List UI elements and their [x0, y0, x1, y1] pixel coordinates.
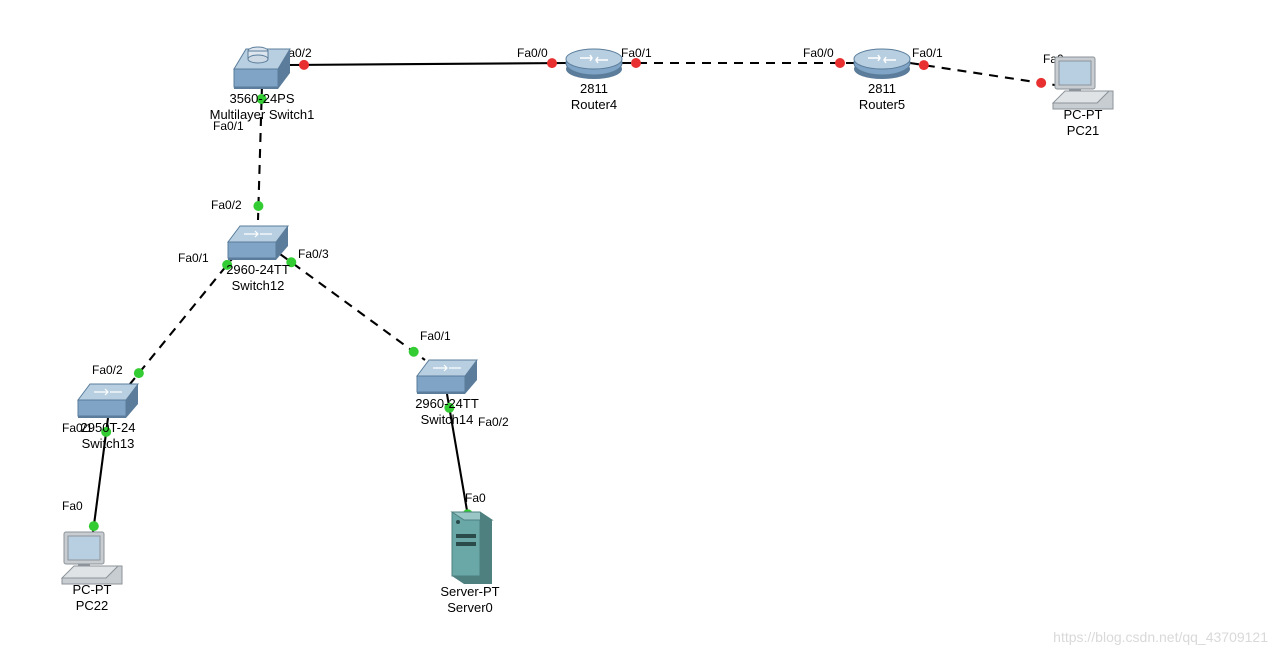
- l3switch-icon[interactable]: [234, 47, 290, 89]
- device-label: Switch14: [421, 412, 474, 427]
- port-label: Fa0/2: [211, 198, 242, 212]
- switch-icon[interactable]: [417, 360, 477, 394]
- status-dot: [835, 58, 845, 68]
- router-icon[interactable]: [854, 49, 910, 79]
- watermark: https://blog.csdn.net/qq_43709121: [1053, 629, 1268, 645]
- status-dot: [1036, 78, 1046, 88]
- device-label: 2960-24TT: [415, 396, 479, 411]
- device-label: 3560-24PS: [229, 91, 294, 106]
- device-label: PC-PT: [73, 582, 112, 597]
- port-label: Fa0/2: [478, 415, 509, 429]
- device-label: 2950T-24: [81, 420, 136, 435]
- device-label: Router5: [859, 97, 905, 112]
- device-label: Server0: [447, 600, 493, 615]
- port-label: Fa0/2: [92, 363, 123, 377]
- device-label: 2811: [868, 81, 896, 96]
- status-dot: [547, 58, 557, 68]
- port-label: Fa0: [62, 499, 83, 513]
- device-label: Multilayer Switch1: [210, 107, 315, 122]
- device-label: Switch12: [232, 278, 285, 293]
- device-label: 2811: [580, 81, 608, 96]
- status-dot: [253, 201, 263, 211]
- device-label: PC22: [76, 598, 109, 613]
- pc-icon[interactable]: [1053, 57, 1113, 109]
- device-label: Router4: [571, 97, 617, 112]
- link-switch1-router4[interactable]: [290, 63, 566, 65]
- device-label: PC-PT: [1064, 107, 1103, 122]
- link-switch12-switch13[interactable]: [130, 254, 236, 384]
- router-icon[interactable]: [566, 49, 622, 79]
- port-label: Fa0/1: [621, 46, 652, 60]
- status-dot: [919, 60, 929, 70]
- port-label: Fa0/3: [298, 247, 329, 261]
- server-icon[interactable]: [452, 512, 492, 584]
- port-label: Fa0/1: [912, 46, 943, 60]
- device-label: PC21: [1067, 123, 1100, 138]
- pc-icon[interactable]: [62, 532, 122, 584]
- link-switch12-switch14[interactable]: [280, 254, 425, 360]
- device-label: Server-PT: [440, 584, 499, 599]
- switch-icon[interactable]: [228, 226, 288, 260]
- port-label: Fa0/1: [420, 329, 451, 343]
- status-dot: [409, 347, 419, 357]
- port-label: Fa0/1: [178, 251, 209, 265]
- device-label: Switch13: [82, 436, 135, 451]
- link-router5-pc21[interactable]: [910, 63, 1055, 85]
- port-label: Fa0/0: [517, 46, 548, 60]
- port-label: Fa0/0: [803, 46, 834, 60]
- topology-canvas: Fa0/2 Fa0/0 Fa0/1 Fa0/0 Fa0/1 Fa0 Fa0/1 Fa0/2 Fa…: [0, 0, 1278, 653]
- device-label: 2960-24TT: [226, 262, 290, 277]
- status-dot: [299, 60, 309, 70]
- port-label: Fa0: [465, 491, 486, 505]
- status-dot: [134, 368, 144, 378]
- switch-icon[interactable]: [78, 384, 138, 418]
- status-dot: [89, 521, 99, 531]
